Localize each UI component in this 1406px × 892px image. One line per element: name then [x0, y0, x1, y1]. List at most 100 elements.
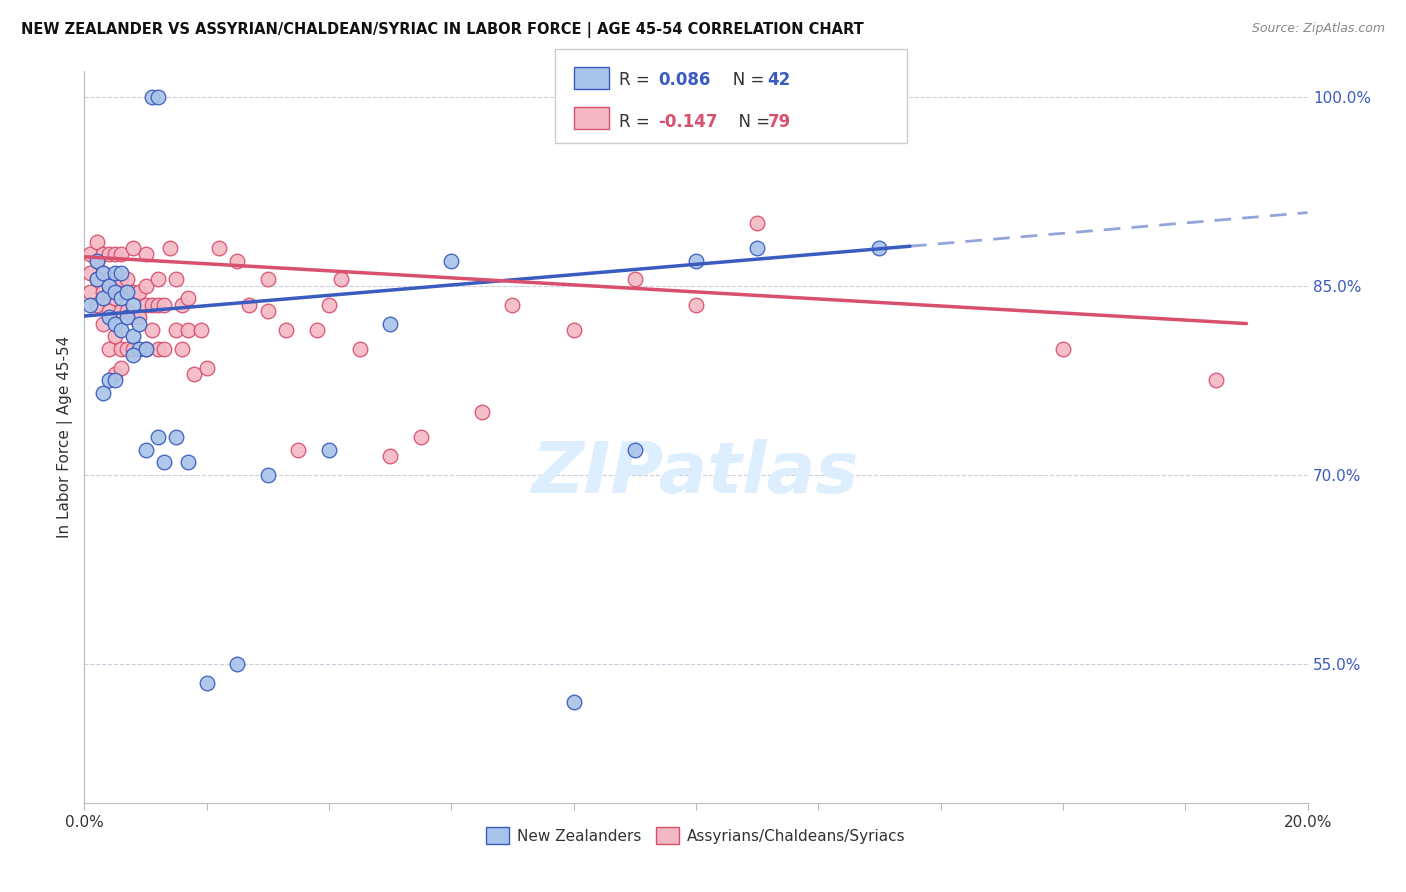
Point	[79, 298, 101, 312]
Point	[104, 285, 127, 299]
Point	[146, 298, 169, 312]
Point	[318, 298, 340, 312]
Point	[122, 285, 145, 299]
Point	[685, 253, 707, 268]
Point	[153, 298, 176, 312]
Point	[91, 285, 114, 299]
Point	[97, 272, 120, 286]
Point	[257, 304, 280, 318]
Point	[86, 298, 108, 312]
Point	[257, 467, 280, 482]
Point	[330, 272, 353, 286]
Point	[110, 323, 132, 337]
Point	[104, 291, 127, 305]
Text: 79: 79	[768, 113, 792, 131]
Point	[122, 329, 145, 343]
Point	[562, 695, 585, 709]
Point	[238, 298, 260, 312]
Text: NEW ZEALANDER VS ASSYRIAN/CHALDEAN/SYRIAC IN LABOR FORCE | AGE 45-54 CORRELATION: NEW ZEALANDER VS ASSYRIAN/CHALDEAN/SYRIA…	[21, 22, 863, 38]
Point	[97, 310, 120, 325]
Point	[195, 360, 218, 375]
Point	[135, 278, 157, 293]
Point	[135, 342, 157, 356]
Point	[104, 367, 127, 381]
Point	[380, 317, 402, 331]
Point	[115, 342, 138, 356]
Point	[153, 342, 176, 356]
Point	[146, 430, 169, 444]
Point	[115, 304, 138, 318]
Point	[624, 442, 647, 457]
Point	[177, 323, 200, 337]
Text: N =: N =	[728, 113, 776, 131]
Point	[97, 304, 120, 318]
Point	[104, 247, 127, 261]
Text: 0.086: 0.086	[658, 71, 710, 89]
Point	[91, 317, 114, 331]
Point	[380, 449, 402, 463]
Point	[91, 266, 114, 280]
Point	[86, 253, 108, 268]
Text: ZIPatlas: ZIPatlas	[533, 439, 859, 508]
Point	[146, 89, 169, 103]
Point	[110, 360, 132, 375]
Point	[79, 285, 101, 299]
Point	[172, 298, 194, 312]
Point	[91, 386, 114, 401]
Point	[195, 676, 218, 690]
Point	[122, 310, 145, 325]
Point	[115, 272, 138, 286]
Point	[190, 323, 212, 337]
Point	[97, 342, 120, 356]
Point	[257, 272, 280, 286]
Point	[104, 317, 127, 331]
Text: N =: N =	[717, 71, 769, 89]
Point	[172, 342, 194, 356]
Point	[104, 373, 127, 387]
Point	[685, 298, 707, 312]
Point	[122, 348, 145, 362]
Point	[86, 272, 108, 286]
Point	[305, 323, 328, 337]
Y-axis label: In Labor Force | Age 45-54: In Labor Force | Age 45-54	[58, 336, 73, 538]
Point	[115, 285, 138, 299]
Text: 42: 42	[768, 71, 792, 89]
Point	[1205, 373, 1227, 387]
Point	[110, 266, 132, 280]
Point	[287, 442, 309, 457]
Point	[869, 241, 891, 255]
Point	[115, 285, 138, 299]
Point	[91, 291, 114, 305]
Point	[122, 241, 145, 255]
Point	[349, 342, 371, 356]
Point	[318, 442, 340, 457]
Point	[208, 241, 231, 255]
Text: -0.147: -0.147	[658, 113, 717, 131]
Point	[135, 247, 157, 261]
Point	[128, 285, 150, 299]
Point	[747, 241, 769, 255]
Point	[122, 342, 145, 356]
Point	[471, 405, 494, 419]
Point	[97, 247, 120, 261]
Point	[141, 298, 163, 312]
Point	[1052, 342, 1074, 356]
Point	[86, 253, 108, 268]
Point	[165, 323, 187, 337]
Point	[104, 266, 127, 280]
Point	[104, 329, 127, 343]
Point	[110, 291, 132, 305]
Point	[502, 298, 524, 312]
Point	[135, 298, 157, 312]
Point	[226, 253, 249, 268]
Point	[159, 241, 181, 255]
Point	[110, 272, 132, 286]
Point	[115, 310, 138, 325]
Point	[165, 272, 187, 286]
Point	[141, 89, 163, 103]
Text: R =: R =	[619, 71, 655, 89]
Point	[86, 272, 108, 286]
Point	[183, 367, 205, 381]
Point	[135, 342, 157, 356]
Point	[86, 235, 108, 249]
